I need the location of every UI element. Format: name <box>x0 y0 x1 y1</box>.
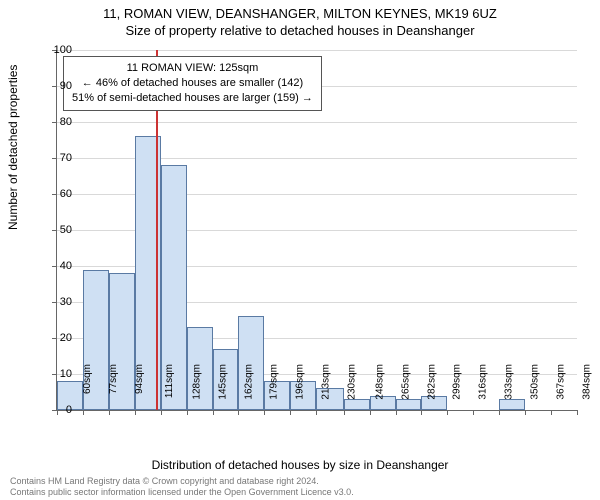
xtick-label: 299sqm <box>452 364 463 400</box>
xtick-mark <box>447 410 448 415</box>
annotation-line3: 51% of semi-detached houses are larger (… <box>72 91 313 106</box>
xtick-label: 333sqm <box>504 364 515 400</box>
xtick-label: 282sqm <box>426 364 437 400</box>
xtick-mark <box>577 410 578 415</box>
xtick-label: 230sqm <box>347 364 358 400</box>
ytick-label: 90 <box>42 80 72 92</box>
xtick-mark <box>316 410 317 415</box>
xtick-label: 111sqm <box>164 364 175 398</box>
xtick-mark <box>396 410 397 415</box>
xtick-mark <box>238 410 239 415</box>
xtick-mark <box>135 410 136 415</box>
ytick-label: 80 <box>42 116 72 128</box>
grid-line <box>57 50 577 51</box>
ytick-label: 100 <box>42 44 72 56</box>
ytick-label: 20 <box>42 332 72 344</box>
xtick-mark <box>264 410 265 415</box>
x-axis-label: Distribution of detached houses by size … <box>0 458 600 472</box>
ytick-label: 70 <box>42 152 72 164</box>
chart-container: 11, ROMAN VIEW, DEANSHANGER, MILTON KEYN… <box>0 0 600 500</box>
histogram-bar <box>344 399 370 410</box>
xtick-mark <box>83 410 84 415</box>
ytick-label: 10 <box>42 368 72 380</box>
xtick-mark <box>161 410 162 415</box>
xtick-label: 350sqm <box>530 364 541 400</box>
xtick-label: 248sqm <box>374 364 385 400</box>
grid-line <box>57 122 577 123</box>
y-axis-label: Number of detached properties <box>6 65 20 230</box>
xtick-label: 145sqm <box>217 364 228 400</box>
xtick-mark <box>421 410 422 415</box>
xtick-label: 179sqm <box>269 364 280 400</box>
page-title-line1: 11, ROMAN VIEW, DEANSHANGER, MILTON KEYN… <box>0 0 600 21</box>
xtick-mark <box>213 410 214 415</box>
xtick-label: 60sqm <box>82 364 93 394</box>
ytick-label: 30 <box>42 296 72 308</box>
xtick-mark <box>525 410 526 415</box>
footer-line1: Contains HM Land Registry data © Crown c… <box>10 476 354 487</box>
xtick-label: 196sqm <box>295 364 306 400</box>
plot-area: 11 ROMAN VIEW: 125sqm ← 46% of detached … <box>56 50 577 411</box>
xtick-mark <box>109 410 110 415</box>
annotation-box: 11 ROMAN VIEW: 125sqm ← 46% of detached … <box>63 56 322 111</box>
ytick-label: 50 <box>42 224 72 236</box>
xtick-mark <box>187 410 188 415</box>
footer-text: Contains HM Land Registry data © Crown c… <box>10 476 354 498</box>
xtick-label: 265sqm <box>400 364 411 400</box>
xtick-mark <box>499 410 500 415</box>
annotation-line1: 11 ROMAN VIEW: 125sqm <box>72 61 313 76</box>
xtick-label: 384sqm <box>582 364 593 400</box>
xtick-mark <box>551 410 552 415</box>
histogram-bar <box>499 399 525 410</box>
ytick-label: 40 <box>42 260 72 272</box>
histogram-bar <box>396 399 422 410</box>
xtick-label: 367sqm <box>556 364 567 400</box>
xtick-mark <box>370 410 371 415</box>
xtick-label: 94sqm <box>134 364 145 394</box>
xtick-label: 213sqm <box>321 364 332 400</box>
annotation-line2: ← 46% of detached houses are smaller (14… <box>72 76 313 91</box>
footer-line2: Contains public sector information licen… <box>10 487 354 498</box>
ytick-label: 0 <box>42 404 72 416</box>
page-title-line2: Size of property relative to detached ho… <box>0 21 600 38</box>
xtick-label: 128sqm <box>191 364 202 400</box>
xtick-mark <box>290 410 291 415</box>
xtick-label: 162sqm <box>243 364 254 400</box>
xtick-mark <box>344 410 345 415</box>
xtick-label: 316sqm <box>478 364 489 400</box>
xtick-label: 77sqm <box>108 364 119 394</box>
ytick-label: 60 <box>42 188 72 200</box>
xtick-mark <box>473 410 474 415</box>
